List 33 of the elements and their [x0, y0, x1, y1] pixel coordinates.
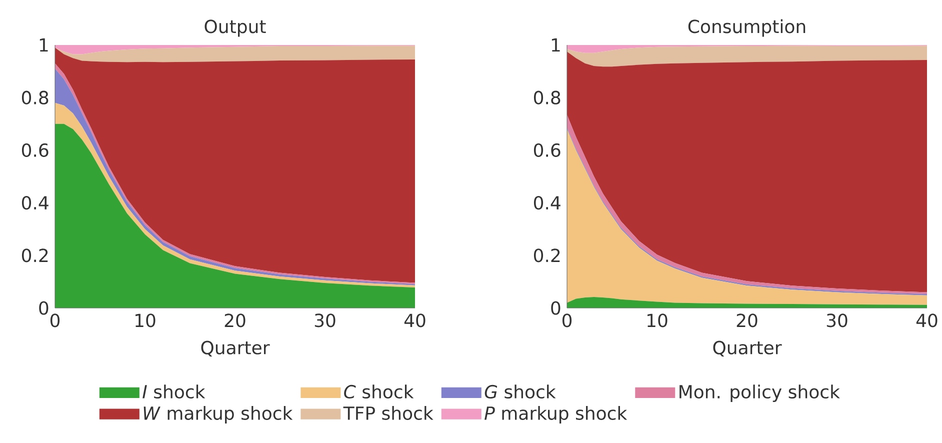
- x-tick-label: 40: [916, 314, 938, 328]
- y-tick-label: 0: [39, 301, 48, 315]
- y-tick-label: 0.4: [22, 196, 48, 210]
- x-tick-label: 0: [50, 314, 60, 328]
- x-tick-label: 0: [562, 314, 572, 328]
- y-tick-label: 0.2: [22, 248, 48, 262]
- y-tick-label: 0: [551, 301, 560, 315]
- legend-label: G shock: [484, 384, 556, 399]
- x-tick-label: 40: [404, 314, 426, 328]
- legend-label: TFP shock: [343, 406, 434, 420]
- x-tick-label: 30: [826, 314, 848, 328]
- y-tick-label: 0.4: [534, 196, 560, 210]
- y-tick-label: 0.8: [534, 90, 560, 104]
- x-axis-title: Quarter: [713, 340, 782, 356]
- y-tick-label: 0.8: [22, 90, 48, 104]
- x-tick-label: 30: [314, 314, 336, 328]
- legend-label: I shock: [142, 384, 206, 399]
- x-tick-label: 20: [736, 314, 758, 328]
- y-tick-label: 0.6: [22, 143, 48, 158]
- y-tick-label: 0.2: [534, 248, 560, 262]
- x-tick-label: 20: [224, 314, 246, 328]
- legend-label: Mon. policy shock: [680, 384, 840, 402]
- x-tick-label: 10: [136, 314, 156, 328]
- x-tick-label: 10: [648, 314, 668, 328]
- y-tick-label: 1: [552, 38, 560, 52]
- y-tick-label: 0.6: [534, 143, 560, 157]
- chart-title: Output: [204, 20, 266, 37]
- legend-label: C shock: [344, 384, 414, 399]
- legend-label: W markup shock: [144, 406, 293, 424]
- legend-label: P markup shock: [484, 406, 628, 424]
- chart-title: Consumption: [688, 19, 806, 37]
- x-axis-title: Quarter: [201, 340, 270, 356]
- y-tick-label: 1: [40, 38, 48, 52]
